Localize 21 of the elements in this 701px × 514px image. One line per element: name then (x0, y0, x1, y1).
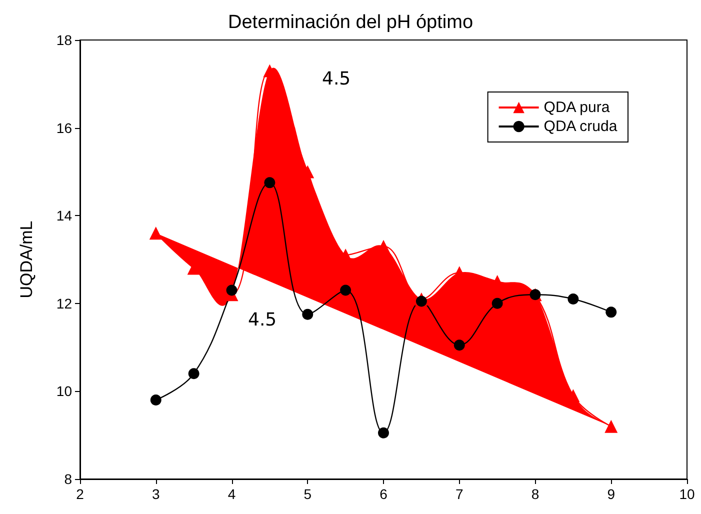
x-tick-label: 5 (304, 486, 312, 502)
x-tick-label: 4 (228, 486, 236, 502)
y-tick-label: 16 (56, 120, 72, 136)
y-tick-label: 14 (56, 208, 72, 224)
x-tick-label: 10 (679, 486, 695, 502)
y-tick-label: 18 (56, 32, 72, 48)
x-tick-label: 7 (455, 486, 464, 502)
x-tick-label: 8 (531, 486, 540, 502)
x-tick-label: 3 (152, 486, 160, 502)
y-tick-label: 8 (64, 471, 72, 487)
x-tick-label: 2 (76, 486, 84, 502)
y-axis-title: UQDA/mL (17, 220, 36, 298)
legend-label: QDA pura (544, 99, 610, 116)
annotation: 4.5 (322, 68, 351, 90)
chart-title: Determinación del pH óptimo (228, 12, 474, 33)
annotation: 4.5 (248, 310, 277, 330)
x-tick-label: 9 (607, 486, 616, 502)
x-tick-label: 6 (380, 486, 388, 502)
y-tick-label: 12 (56, 295, 72, 312)
legend-label: QDA cruda (544, 118, 618, 135)
y-tick-label: 10 (56, 383, 72, 400)
